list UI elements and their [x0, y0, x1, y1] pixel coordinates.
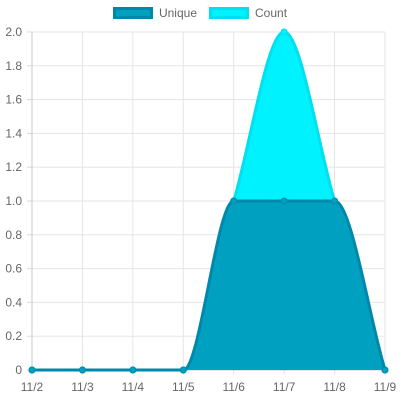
y-tick-label: 1.4: [5, 126, 22, 140]
x-tick-label: 11/5: [172, 380, 195, 394]
y-tick-label: 0.6: [5, 262, 22, 276]
y-tick-label: 0.8: [5, 228, 22, 242]
y-tick-label: 1.6: [5, 93, 22, 107]
series-line-unique: [31, 199, 387, 372]
x-tick-label: 11/4: [122, 380, 145, 394]
y-tick-label: 1.0: [5, 194, 22, 208]
y-tick-label: 1.8: [5, 59, 22, 73]
data-point-unique: [179, 366, 187, 374]
legend-item-unique[interactable]: Unique: [112, 6, 197, 20]
data-point-count: [280, 28, 288, 36]
data-point-unique: [331, 197, 339, 205]
legend: Unique Count: [0, 6, 400, 20]
data-point-unique: [78, 366, 86, 374]
legend-swatch-unique: [112, 7, 153, 19]
x-tick-label: 11/3: [71, 380, 94, 394]
y-tick-label: 0: [15, 363, 22, 377]
data-point-unique: [129, 366, 137, 374]
legend-label-count: Count: [255, 6, 288, 20]
legend-label-unique: Unique: [158, 6, 197, 20]
y-tick-label: 0.2: [5, 329, 22, 343]
x-tick-label: 11/6: [222, 380, 245, 394]
y-tick-label: 1.2: [5, 160, 22, 174]
x-tick-label: 11/9: [374, 380, 397, 394]
data-point-unique: [381, 366, 389, 374]
x-tick-label: 11/7: [273, 380, 296, 394]
x-tick-label: 11/2: [21, 380, 44, 394]
legend-item-count[interactable]: Count: [209, 6, 287, 20]
y-tick-label: 2.0: [5, 25, 22, 39]
data-point-unique: [280, 197, 288, 205]
legend-swatch-count: [209, 7, 249, 19]
data-point-unique: [28, 366, 36, 374]
data-point-unique: [230, 197, 238, 205]
y-tick-label: 0.4: [5, 295, 22, 309]
x-tick-label: 11/8: [323, 380, 346, 394]
